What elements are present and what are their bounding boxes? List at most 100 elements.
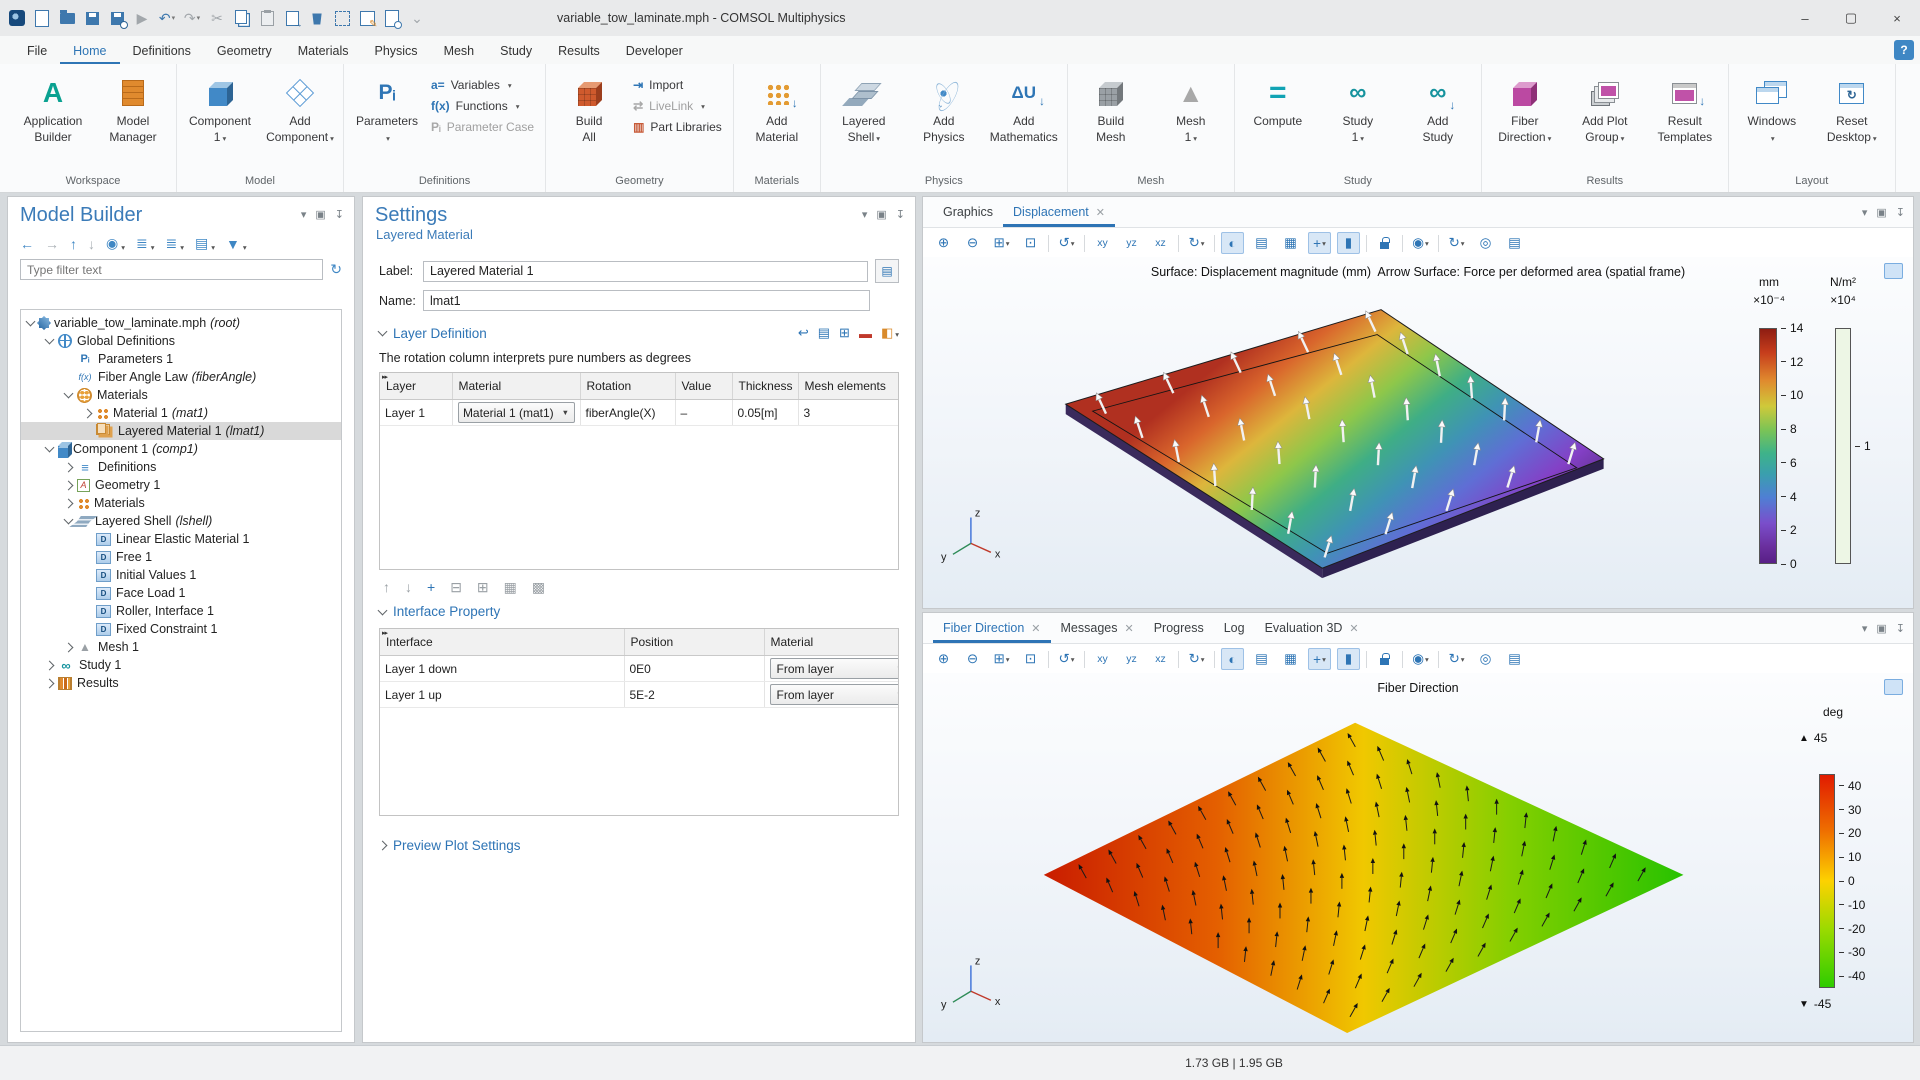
zoom-box-icon[interactable]: ⊞ ▾ <box>993 651 1010 666</box>
tree-item-definitions[interactable]: ≡ Definitions <box>21 458 341 476</box>
functions-button[interactable]: f(x) Functions ▾ <box>431 99 520 113</box>
menu-tab-developer[interactable]: Developer <box>625 43 683 58</box>
build-mesh-button[interactable]: Build Mesh <box>1071 69 1151 148</box>
delete-icon[interactable]: ⊟ <box>450 579 462 595</box>
color-legend-icon[interactable]: ▮ <box>1337 232 1360 254</box>
scene-light-icon[interactable]: ◐ <box>1221 232 1244 254</box>
view-xz-icon[interactable]: xz <box>1155 653 1166 665</box>
image-snapshot-icon[interactable]: ◎ <box>1479 235 1492 250</box>
menu-tab-geometry[interactable]: Geometry <box>216 43 272 58</box>
expand-all-icon[interactable]: ≣ ▾ <box>135 235 155 252</box>
tab-messages[interactable]: Messages ✕ <box>1060 621 1134 635</box>
pin-icon[interactable]: ↧ <box>895 209 905 221</box>
collapse-all-icon[interactable]: ≣ ▾ <box>165 235 184 252</box>
tree-item-global-definitions[interactable]: Global Definitions <box>21 332 341 350</box>
component-1-button[interactable]: Component 1 ▾ <box>180 69 260 148</box>
add-component-button[interactable]: Add Component ▾ <box>260 69 340 148</box>
view-settings-icon[interactable]: + ▾ <box>1308 232 1331 254</box>
tree-expander-icon[interactable] <box>44 442 55 453</box>
build-all-button[interactable]: Build All <box>549 69 629 148</box>
tree-expander-icon[interactable] <box>63 480 74 490</box>
load-from-file-icon[interactable]: ⊞ <box>476 579 489 595</box>
tree-filter-input[interactable] <box>20 259 324 280</box>
new-file-icon[interactable] <box>33 8 51 28</box>
refresh-icon[interactable]: ↻ <box>330 261 342 277</box>
fiber-direction-canvas[interactable]: Fiber Direction z x <box>923 673 1913 1042</box>
tree-expander-icon[interactable] <box>63 462 74 472</box>
tree-expander-icon[interactable] <box>25 316 36 327</box>
preview-icon[interactable] <box>383 8 402 29</box>
windows-button[interactable]: Windows ▾ <box>1732 69 1812 148</box>
print-icon[interactable]: ▤ <box>1508 235 1521 250</box>
tree-item-layered-material-1[interactable]: Layered Material 1 (lmat1) <box>21 422 341 440</box>
tree-item-material-1[interactable]: Material 1 (mat1) <box>21 404 341 422</box>
tab-evaluation-3d[interactable]: Evaluation 3D ✕ <box>1264 621 1359 635</box>
tree-item-component-1[interactable]: Component 1 (comp1) <box>21 440 341 458</box>
menu-tab-definitions[interactable]: Definitions <box>132 43 191 58</box>
save-layers-icon[interactable]: ▤ <box>817 325 831 340</box>
from-layer-dropdown[interactable]: From layer▼ <box>769 684 898 705</box>
zoom-in-icon[interactable]: ⊕ <box>937 651 950 666</box>
go-to-default-view-icon[interactable]: ↺ ▾ <box>1058 235 1075 250</box>
close-tab-icon[interactable]: ✕ <box>1031 622 1041 635</box>
from-layer-dropdown[interactable]: From layer▼ <box>769 658 898 679</box>
float-icon[interactable]: ▣ <box>876 209 887 221</box>
filter-icon[interactable]: ▼ ▾ <box>225 235 247 252</box>
menu-tab-home[interactable]: Home <box>60 36 119 64</box>
tree-item-study-1[interactable]: ∞ Study 1 <box>21 656 341 674</box>
view-settings-icon[interactable]: + ▾ <box>1308 648 1331 670</box>
show-icon[interactable]: ◉ ▾ <box>106 235 125 252</box>
copy-layers-icon[interactable]: ↩ <box>797 325 809 340</box>
menu-tab-physics[interactable]: Physics <box>374 43 418 58</box>
collapse-icon[interactable]: ▾ <box>861 209 868 221</box>
zoom-extents-icon[interactable]: ⊡ <box>1024 651 1037 666</box>
menu-tab-results[interactable]: Results <box>558 43 600 58</box>
tree-expander-icon[interactable] <box>44 678 55 688</box>
tree-expander-icon[interactable] <box>82 408 93 418</box>
color-legend-icon[interactable]: ▮ <box>1337 648 1360 670</box>
back-icon[interactable]: ← <box>20 235 34 252</box>
tree-expander-icon[interactable] <box>63 642 74 652</box>
pin-icon[interactable]: ↧ <box>1895 622 1905 635</box>
duplicate-icon[interactable] <box>283 8 303 29</box>
parameter-case-button[interactable]: Pᵢ Parameter Case <box>431 120 535 134</box>
menu-tab-study[interactable]: Study <box>500 43 533 58</box>
tab-displacement[interactable]: Displacement ✕ <box>1003 197 1115 227</box>
pin-icon[interactable]: ↧ <box>334 209 344 221</box>
tree-item-materials[interactable]: Materials <box>21 386 341 404</box>
tree-item-fixed-constraint-1[interactable]: D Fixed Constraint 1 <box>21 620 341 638</box>
tree-item-mesh-1[interactable]: ▲ Mesh 1 <box>21 638 341 656</box>
model-manager-button[interactable]: Model Manager <box>93 69 173 148</box>
application-builder-button[interactable]: A Application Builder <box>23 77 83 144</box>
forward-icon[interactable]: → <box>45 235 59 252</box>
collapse-icon[interactable]: ▾ <box>300 209 307 221</box>
collapse-icon[interactable]: ▾ <box>1861 206 1868 219</box>
tree-item-initial-values-1[interactable]: D Initial Values 1 <box>21 566 341 584</box>
close-button[interactable]: × <box>1893 10 1901 26</box>
livelink-button[interactable]: ⇄ LiveLink ▾ <box>633 99 705 113</box>
rotate-view-icon[interactable]: ↻ ▾ <box>1188 651 1205 666</box>
save-as-icon[interactable] <box>108 8 128 29</box>
delete-layers-icon[interactable]: ▬ <box>858 325 872 341</box>
menu-tab-mesh[interactable]: Mesh <box>443 43 475 58</box>
view-xy-icon[interactable]: xy <box>1097 653 1108 665</box>
view-xz-icon[interactable]: xz <box>1155 237 1166 249</box>
tree-expander-icon[interactable] <box>44 334 55 345</box>
close-tab-icon[interactable]: ✕ <box>1095 206 1105 219</box>
section-collapse-icon[interactable] <box>377 605 388 615</box>
scene-light-icon[interactable]: ◐ <box>1221 648 1244 670</box>
tab-log[interactable]: Log <box>1223 621 1245 635</box>
grid-icon[interactable]: ▦ <box>1284 651 1297 666</box>
mesh-1-button[interactable]: ▲ Mesh 1 ▾ <box>1176 77 1206 144</box>
tree-expander-icon[interactable] <box>63 514 74 525</box>
rotate-view-icon[interactable]: ↻ ▾ <box>1188 235 1205 250</box>
move-down-icon[interactable]: ↓ <box>405 579 412 595</box>
plot-window-indicator-icon[interactable] <box>1884 679 1903 695</box>
tree-item-face-load-1[interactable]: D Face Load 1 <box>21 584 341 602</box>
section-expand-icon[interactable] <box>377 840 388 851</box>
close-tab-icon[interactable]: ✕ <box>1349 622 1359 635</box>
